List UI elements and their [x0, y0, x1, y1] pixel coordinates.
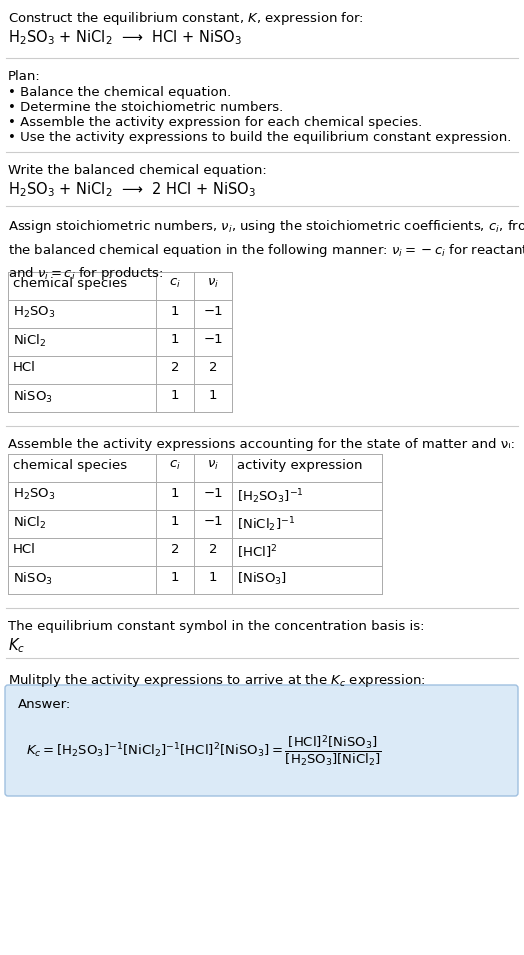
Text: −1: −1: [203, 515, 223, 528]
Text: 1: 1: [209, 389, 217, 402]
Text: $[\mathrm{H_2SO_3}]^{-1}$: $[\mathrm{H_2SO_3}]^{-1}$: [237, 487, 304, 506]
Text: Mulitply the activity expressions to arrive at the $K_c$ expression:: Mulitply the activity expressions to arr…: [8, 672, 426, 689]
Text: Write the balanced chemical equation:: Write the balanced chemical equation:: [8, 164, 267, 177]
Text: $\nu_i$: $\nu_i$: [207, 459, 219, 472]
Text: Answer:: Answer:: [18, 698, 71, 711]
Text: $\mathrm{NiCl_2}$: $\mathrm{NiCl_2}$: [13, 515, 47, 531]
Text: 2: 2: [209, 361, 217, 374]
Text: HCl: HCl: [13, 361, 36, 374]
Text: $[\mathrm{NiCl_2}]^{-1}$: $[\mathrm{NiCl_2}]^{-1}$: [237, 515, 295, 534]
Text: $[\mathrm{HCl}]^{2}$: $[\mathrm{HCl}]^{2}$: [237, 543, 277, 561]
Text: • Use the activity expressions to build the equilibrium constant expression.: • Use the activity expressions to build …: [8, 131, 511, 144]
Text: $\mathrm{NiSO_3}$: $\mathrm{NiSO_3}$: [13, 389, 53, 405]
Text: $\mathregular{H_2SO_3}$ + $\mathregular{NiCl_2}$  ⟶  HCl + $\mathregular{NiSO_3}: $\mathregular{H_2SO_3}$ + $\mathregular{…: [8, 28, 242, 47]
Text: 1: 1: [171, 389, 179, 402]
Text: $\mathrm{NiCl_2}$: $\mathrm{NiCl_2}$: [13, 333, 47, 350]
Text: Construct the equilibrium constant, $K$, expression for:: Construct the equilibrium constant, $K$,…: [8, 10, 364, 27]
Text: $\mathrm{H_2SO_3}$: $\mathrm{H_2SO_3}$: [13, 305, 56, 320]
Text: • Determine the stoichiometric numbers.: • Determine the stoichiometric numbers.: [8, 101, 283, 114]
Text: Assemble the activity expressions accounting for the state of matter and νᵢ:: Assemble the activity expressions accoun…: [8, 438, 515, 451]
Text: 2: 2: [209, 543, 217, 556]
Text: −1: −1: [203, 333, 223, 346]
Text: 1: 1: [171, 515, 179, 528]
Text: $K_c = [\mathrm{H_2SO_3}]^{-1} [\mathrm{NiCl_2}]^{-1} [\mathrm{HCl}]^{2} [\mathr: $K_c = [\mathrm{H_2SO_3}]^{-1} [\mathrm{…: [26, 733, 382, 768]
Text: chemical species: chemical species: [13, 459, 127, 472]
Text: $c_i$: $c_i$: [169, 459, 181, 472]
Text: $\nu_i$: $\nu_i$: [207, 277, 219, 290]
Text: −1: −1: [203, 487, 223, 500]
Text: $K_c$: $K_c$: [8, 636, 25, 655]
Text: HCl: HCl: [13, 543, 36, 556]
Text: 1: 1: [171, 305, 179, 318]
Text: Plan:: Plan:: [8, 70, 41, 83]
Text: $\mathrm{NiSO_3}$: $\mathrm{NiSO_3}$: [13, 571, 53, 587]
Text: 1: 1: [171, 571, 179, 584]
Text: 1: 1: [171, 333, 179, 346]
FancyBboxPatch shape: [5, 685, 518, 796]
Text: chemical species: chemical species: [13, 277, 127, 290]
Text: activity expression: activity expression: [237, 459, 363, 472]
Text: 1: 1: [171, 487, 179, 500]
Text: • Assemble the activity expression for each chemical species.: • Assemble the activity expression for e…: [8, 116, 422, 129]
Text: $\mathrm{H_2SO_3}$: $\mathrm{H_2SO_3}$: [13, 487, 56, 502]
Text: 2: 2: [171, 543, 179, 556]
Text: Assign stoichiometric numbers, $\nu_i$, using the stoichiometric coefficients, $: Assign stoichiometric numbers, $\nu_i$, …: [8, 218, 524, 282]
Text: 2: 2: [171, 361, 179, 374]
Text: The equilibrium constant symbol in the concentration basis is:: The equilibrium constant symbol in the c…: [8, 620, 424, 633]
Text: • Balance the chemical equation.: • Balance the chemical equation.: [8, 86, 231, 99]
Text: $\mathregular{H_2SO_3}$ + $\mathregular{NiCl_2}$  ⟶  2 HCl + $\mathregular{NiSO_: $\mathregular{H_2SO_3}$ + $\mathregular{…: [8, 180, 256, 199]
Text: $[\mathrm{NiSO_3}]$: $[\mathrm{NiSO_3}]$: [237, 571, 287, 587]
Text: 1: 1: [209, 571, 217, 584]
Text: $c_i$: $c_i$: [169, 277, 181, 290]
Text: −1: −1: [203, 305, 223, 318]
